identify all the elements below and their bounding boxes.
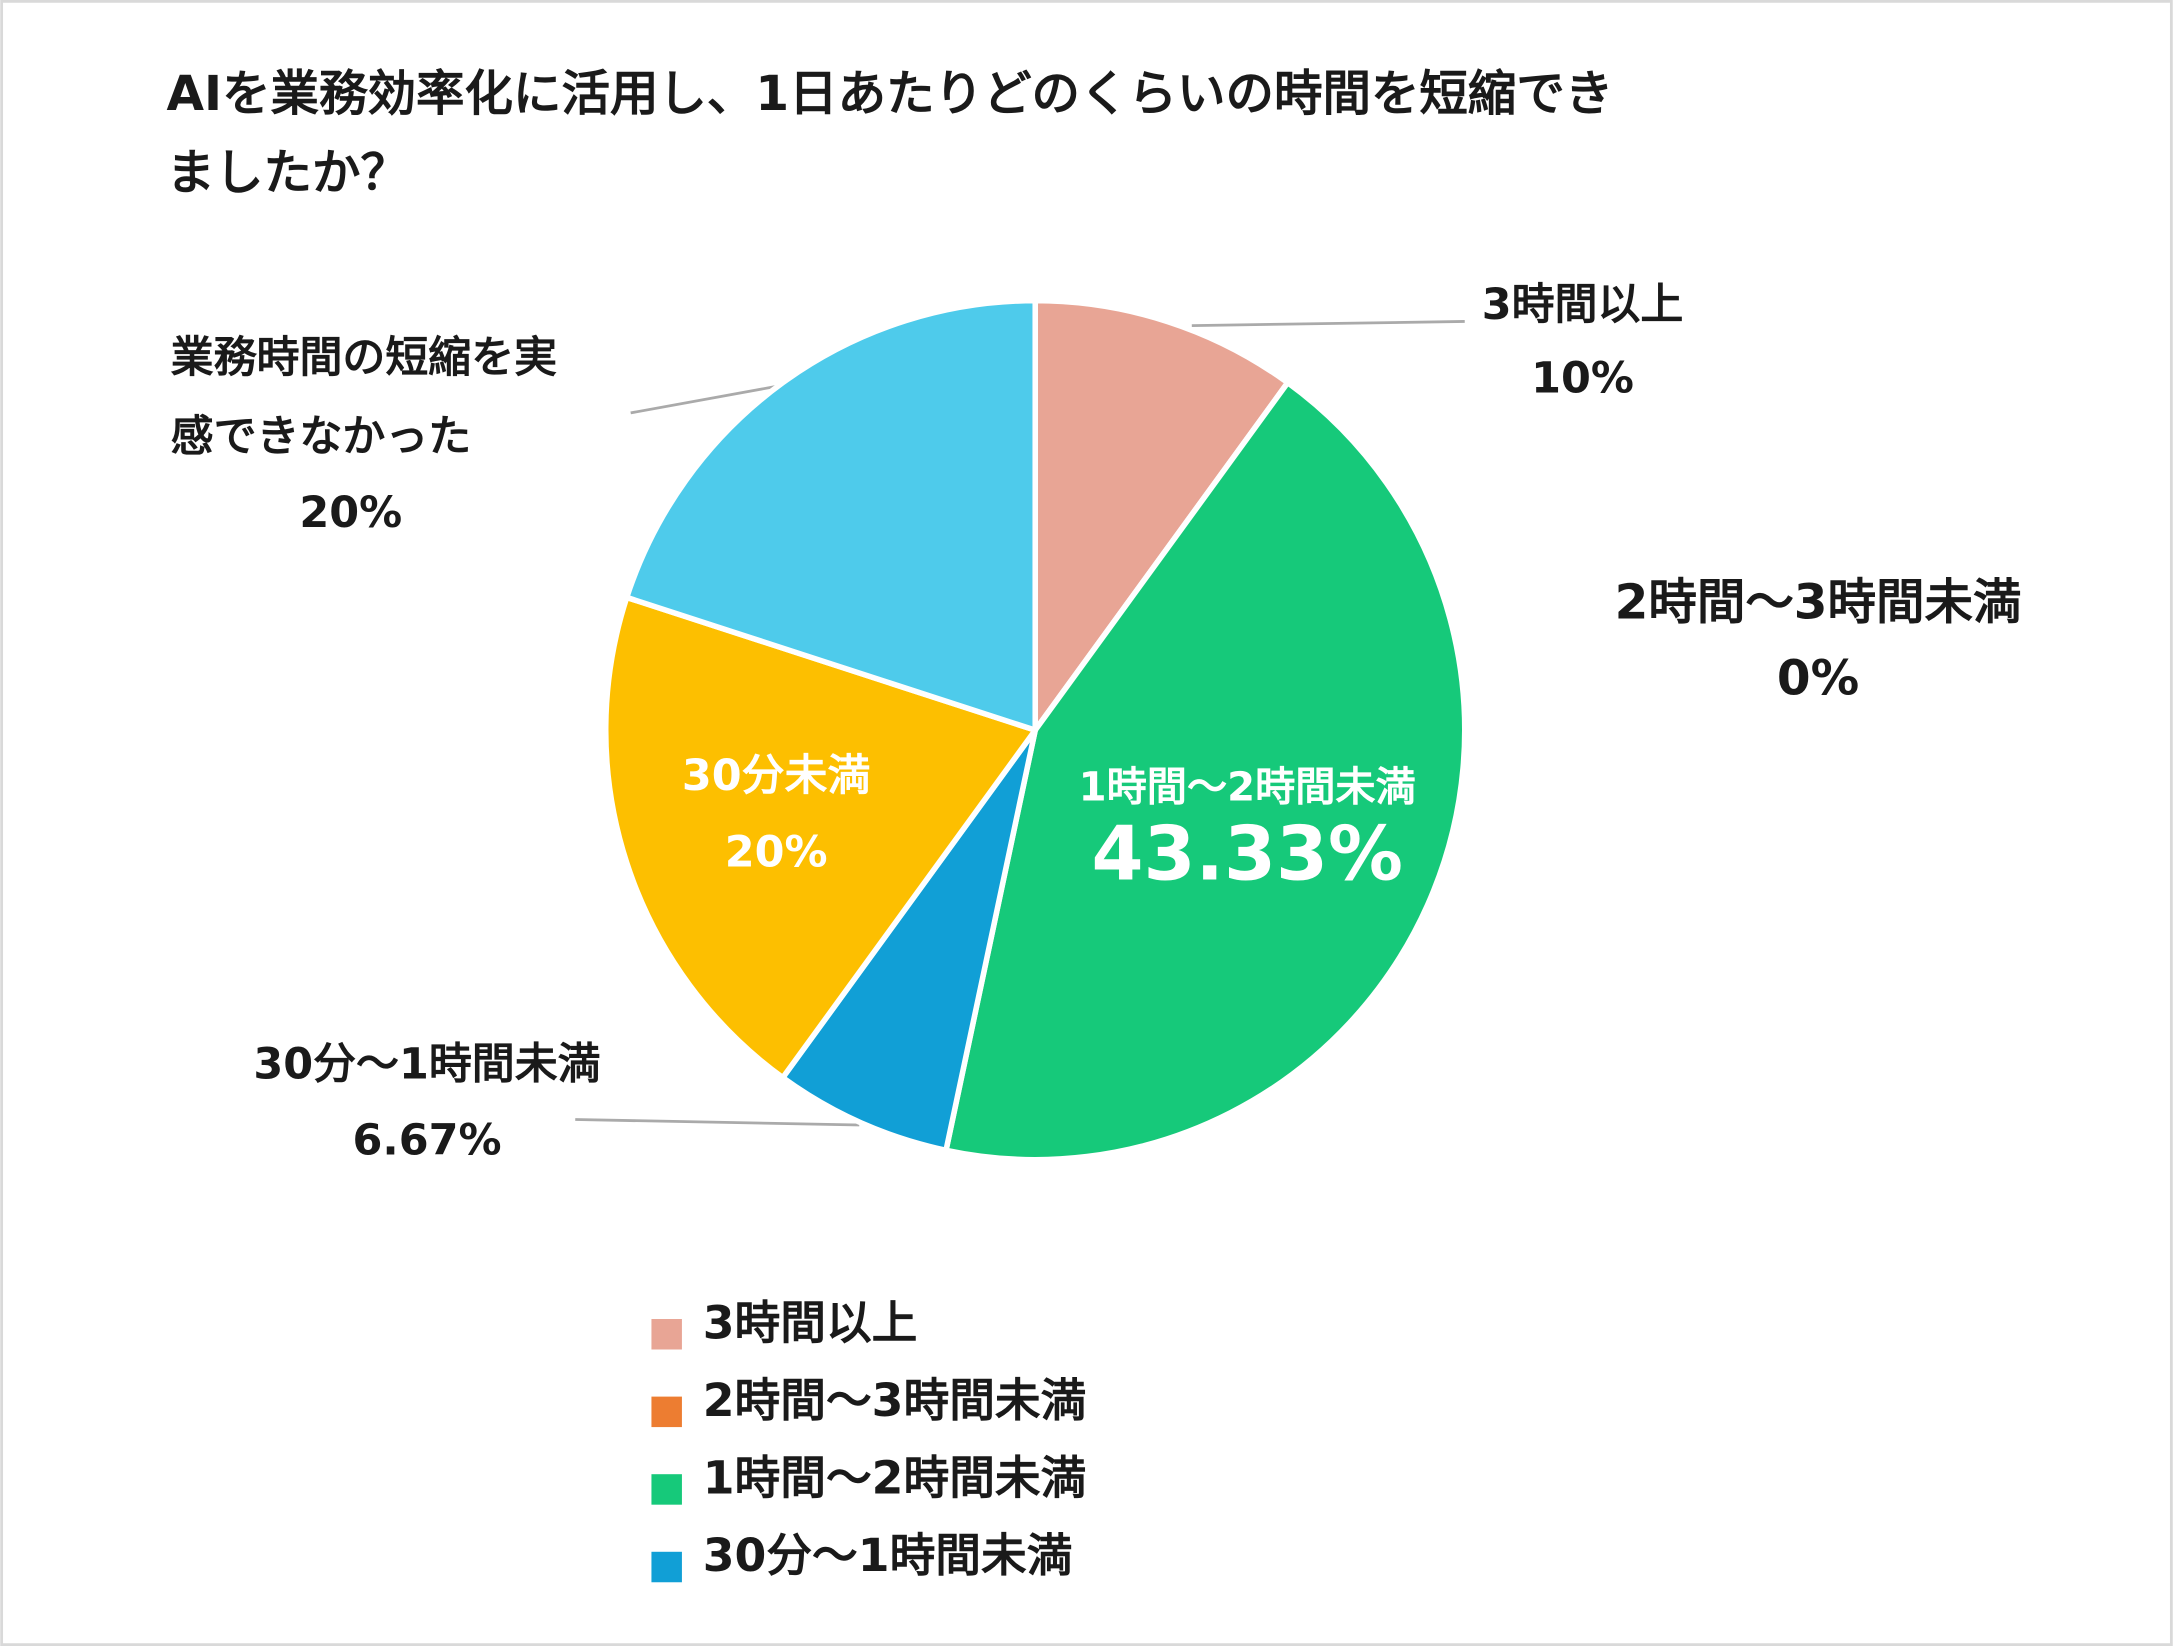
slice-label: 1時間〜2時間未満 (1079, 765, 1416, 811)
legend-swatch (651, 1551, 682, 1583)
pie-slice (780, 727, 1039, 1154)
slice-label: 30分未満 (682, 751, 871, 801)
leader-line (630, 383, 784, 415)
legend-label: 30分〜1時間未満 (703, 1529, 1073, 1582)
value-label: 10% (1531, 354, 1634, 404)
value-label: 20% (725, 827, 828, 877)
legend-label: 1時間〜2時間未満 (703, 1452, 1087, 1505)
slice-label: 3時間以上 (1482, 280, 1684, 330)
leader-line (575, 1118, 860, 1127)
value-label: 0% (1777, 651, 1859, 707)
slice-label: 30分〜1時間未満 (253, 1039, 600, 1089)
value-label: 20% (299, 488, 402, 538)
pie-slice (602, 594, 1039, 1081)
pie-slice (943, 379, 1468, 1163)
legend-label: 2時間〜3時間未満 (703, 1374, 1087, 1427)
legend-swatch (651, 1396, 682, 1428)
legend-label: 3時間以上 (703, 1296, 918, 1349)
value-label: 43.33% (1091, 811, 1403, 898)
leader-line (1191, 320, 1465, 327)
legend-swatch (651, 1474, 682, 1505)
chart-title: AIを業務効率化に活用し、1日あたりどのくらいの時間を短縮できましたか？ (167, 66, 1614, 201)
pie-slice (1032, 297, 1291, 733)
pie-slice (623, 297, 1039, 733)
legend-swatch (651, 1319, 682, 1350)
slice-label: 2時間〜3時間未満 (1615, 574, 2022, 630)
value-label: 6.67% (353, 1116, 502, 1166)
slice-label: 業務時間の短縮を実感できなかった (171, 333, 558, 462)
